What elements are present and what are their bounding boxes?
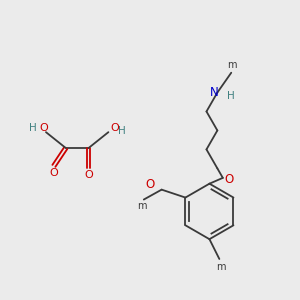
Text: H: H: [227, 91, 235, 100]
Text: N: N: [210, 86, 219, 99]
Text: O: O: [225, 173, 234, 186]
Text: O: O: [110, 123, 119, 133]
Text: O: O: [146, 178, 155, 191]
Text: O: O: [84, 170, 93, 180]
Text: m: m: [217, 262, 226, 272]
Text: m: m: [137, 202, 147, 212]
Text: H: H: [118, 126, 126, 136]
Text: O: O: [50, 168, 58, 178]
Text: m: m: [227, 60, 237, 70]
Text: H: H: [29, 123, 37, 133]
Text: O: O: [40, 123, 48, 133]
